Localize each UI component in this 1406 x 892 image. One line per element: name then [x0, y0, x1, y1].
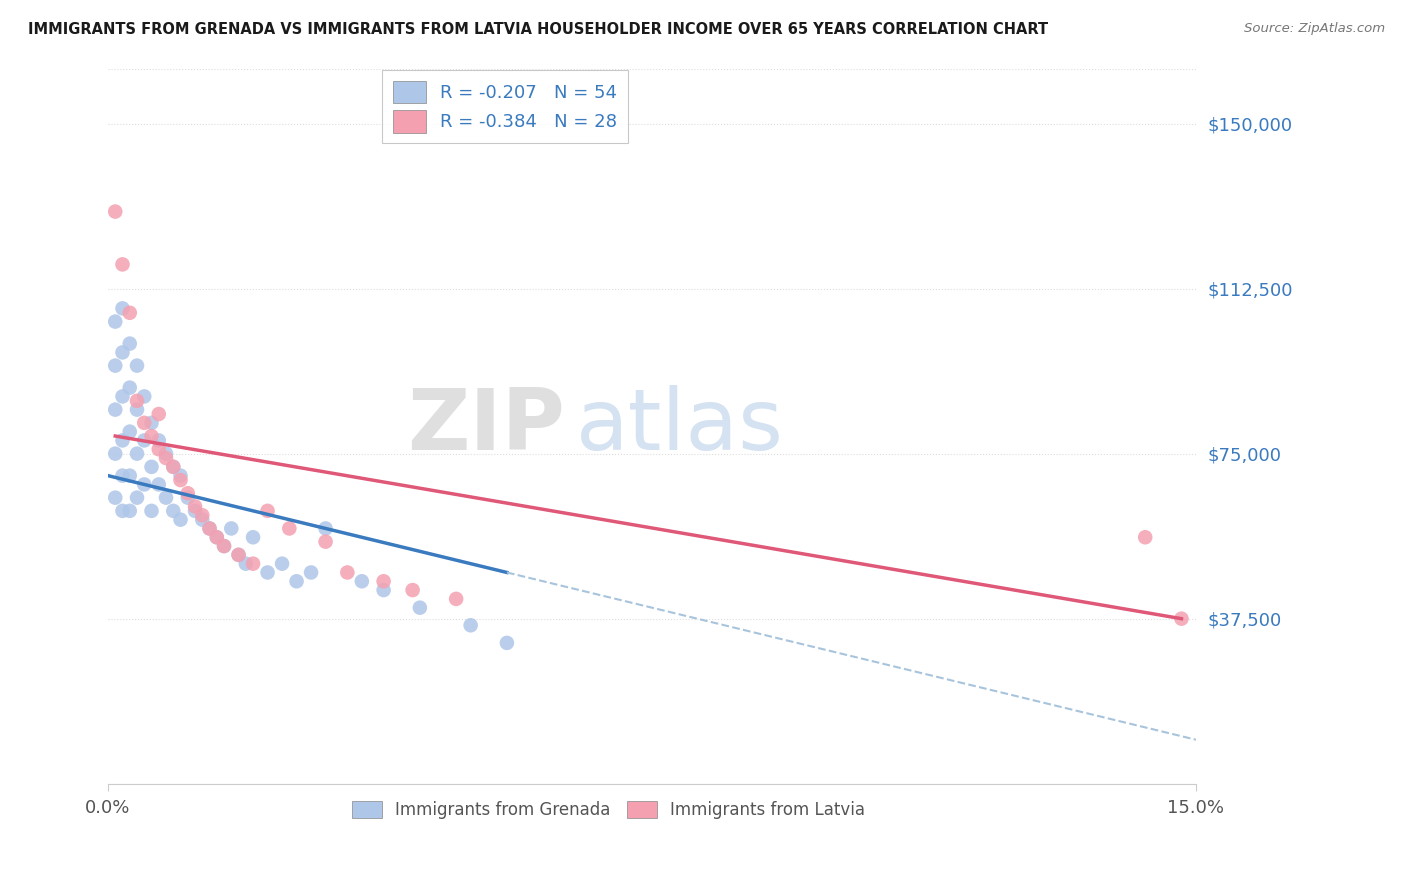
Point: [198, 521, 221, 535]
Point: [104, 402, 127, 417]
Point: [336, 566, 359, 580]
Point: [134, 416, 156, 430]
Point: [148, 477, 170, 491]
Point: [401, 583, 423, 598]
Point: [104, 359, 127, 373]
Point: [125, 393, 148, 408]
Point: [373, 574, 395, 589]
Point: [111, 504, 134, 518]
Point: [169, 468, 191, 483]
Point: [104, 447, 127, 461]
Point: [242, 557, 264, 571]
Point: [228, 548, 250, 562]
Point: [271, 557, 294, 571]
Point: [198, 521, 221, 535]
Text: ZIP: ZIP: [408, 384, 565, 467]
Point: [496, 636, 519, 650]
Point: [162, 459, 184, 474]
Point: [205, 530, 228, 544]
Point: [177, 491, 200, 505]
Point: [125, 359, 148, 373]
Point: [118, 306, 141, 320]
Point: [141, 429, 163, 443]
Text: Source: ZipAtlas.com: Source: ZipAtlas.com: [1244, 22, 1385, 36]
Point: [118, 336, 141, 351]
Point: [409, 600, 432, 615]
Point: [169, 473, 191, 487]
Point: [299, 566, 322, 580]
Point: [125, 491, 148, 505]
Point: [1170, 612, 1192, 626]
Point: [221, 521, 243, 535]
Point: [118, 468, 141, 483]
Point: [278, 521, 301, 535]
Point: [111, 301, 134, 316]
Point: [242, 530, 264, 544]
Point: [315, 534, 337, 549]
Point: [148, 407, 170, 421]
Point: [155, 491, 177, 505]
Point: [111, 434, 134, 448]
Point: [162, 459, 184, 474]
Point: [134, 389, 156, 403]
Point: [118, 425, 141, 439]
Point: [155, 450, 177, 465]
Point: [104, 491, 127, 505]
Point: [148, 434, 170, 448]
Point: [350, 574, 373, 589]
Point: [134, 434, 156, 448]
Point: [191, 508, 214, 523]
Point: [111, 345, 134, 359]
Point: [212, 539, 235, 553]
Point: [256, 504, 278, 518]
Point: [1135, 530, 1157, 544]
Point: [169, 513, 191, 527]
Point: [256, 566, 278, 580]
Legend: Immigrants from Grenada, Immigrants from Latvia: Immigrants from Grenada, Immigrants from…: [344, 794, 872, 825]
Point: [125, 447, 148, 461]
Text: atlas: atlas: [576, 384, 783, 467]
Point: [460, 618, 482, 632]
Point: [184, 500, 207, 514]
Point: [104, 204, 127, 219]
Point: [111, 257, 134, 271]
Point: [228, 548, 250, 562]
Point: [148, 442, 170, 457]
Point: [155, 447, 177, 461]
Point: [285, 574, 308, 589]
Point: [118, 381, 141, 395]
Point: [191, 513, 214, 527]
Point: [134, 477, 156, 491]
Point: [205, 530, 228, 544]
Point: [184, 504, 207, 518]
Point: [104, 315, 127, 329]
Point: [315, 521, 337, 535]
Point: [162, 504, 184, 518]
Point: [118, 504, 141, 518]
Point: [141, 416, 163, 430]
Point: [125, 402, 148, 417]
Point: [111, 468, 134, 483]
Point: [141, 459, 163, 474]
Point: [373, 583, 395, 598]
Point: [235, 557, 257, 571]
Point: [177, 486, 200, 500]
Point: [111, 389, 134, 403]
Point: [141, 504, 163, 518]
Point: [444, 591, 467, 606]
Text: IMMIGRANTS FROM GRENADA VS IMMIGRANTS FROM LATVIA HOUSEHOLDER INCOME OVER 65 YEA: IMMIGRANTS FROM GRENADA VS IMMIGRANTS FR…: [28, 22, 1049, 37]
Point: [212, 539, 235, 553]
